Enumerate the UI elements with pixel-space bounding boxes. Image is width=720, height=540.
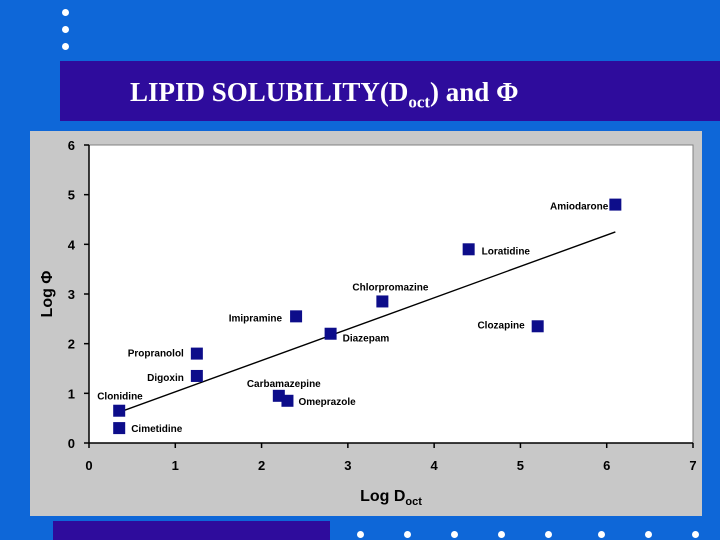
x-tick-label: 2: [258, 458, 265, 473]
x-axis-label: Log Doct: [360, 488, 422, 508]
data-point-label: Amiodarone: [550, 202, 609, 213]
data-point-marker: [281, 394, 294, 407]
data-points: Amiodarone Loratidine Chlorpromazine Clozap…: [97, 198, 622, 435]
data-point-marker: [113, 404, 126, 417]
y-tick-label: 2: [68, 337, 75, 352]
data-point-label: Loratidine: [482, 246, 531, 257]
y-axis-label: Log Φ: [39, 271, 56, 318]
data-point-label: Digoxin: [147, 373, 184, 384]
x-tick-label: 5: [517, 458, 524, 473]
data-point-label: Diazepam: [343, 334, 390, 345]
x-tick-label: 4: [431, 458, 439, 473]
data-point-marker: [190, 369, 203, 382]
data-point-label: Cimetidine: [131, 424, 183, 435]
bullet-dot: [598, 531, 605, 538]
x-tick-label: 1: [172, 458, 179, 473]
data-point-marker: [190, 347, 203, 360]
y-tick-label: 4: [68, 237, 76, 252]
data-point-marker: [462, 243, 475, 256]
data-point-label: Carbamazepine: [247, 379, 321, 390]
plot-area: [88, 144, 694, 444]
y-tick-label: 6: [68, 138, 75, 153]
data-point-label: Omeprazole: [298, 397, 356, 408]
data-point-marker: [113, 422, 126, 435]
trendline: [118, 231, 616, 413]
data-point-label: Clonidine: [97, 392, 143, 403]
bullet-dot: [545, 531, 552, 538]
bullet-dot: [62, 26, 69, 33]
x-tick-label: 0: [85, 458, 92, 473]
y-tick-label: 5: [68, 188, 75, 203]
bullet-dot: [692, 531, 699, 538]
title-band: [60, 61, 720, 121]
x-tick-label: 6: [603, 458, 610, 473]
bullet-dot: [404, 531, 411, 538]
scatter-chart: 0 1 2 3 4 5 6 7 0 1 2 3 4 5 6 Amiodarone Loratidine Chlo…: [39, 138, 697, 508]
data-point-label: Chlorpromazine: [352, 282, 429, 293]
tick-labels: 0 1 2 3 4 5 6 7 0 1 2 3 4 5 6: [68, 138, 697, 473]
bullet-dot: [62, 9, 69, 16]
axes: [84, 144, 694, 448]
chart-panel: 0 1 2 3 4 5 6 7 0 1 2 3 4 5 6 Amiodarone Loratidine Chlo…: [30, 131, 702, 516]
bullet-dot: [498, 531, 505, 538]
data-point-label: Clozapine: [477, 320, 525, 331]
data-point-marker: [324, 327, 337, 340]
data-point-marker: [531, 320, 544, 333]
bottom-band: [53, 521, 330, 540]
bullet-dot: [357, 531, 364, 538]
slide-title: LIPID SOLUBILITY(Doct) and Φ: [130, 77, 519, 112]
data-point-label: Propranolol: [128, 349, 184, 360]
data-point-label: Imipramine: [229, 313, 283, 324]
data-point-marker: [376, 295, 389, 308]
data-point-marker: [290, 310, 303, 323]
bullet-dot: [62, 43, 69, 50]
y-tick-label: 3: [68, 287, 75, 302]
y-tick-label: 0: [68, 436, 75, 451]
y-tick-label: 1: [68, 386, 75, 401]
x-tick-label: 7: [689, 458, 696, 473]
x-tick-label: 3: [344, 458, 351, 473]
bullet-dot: [451, 531, 458, 538]
data-point-marker: [609, 198, 622, 211]
bullet-dot: [645, 531, 652, 538]
